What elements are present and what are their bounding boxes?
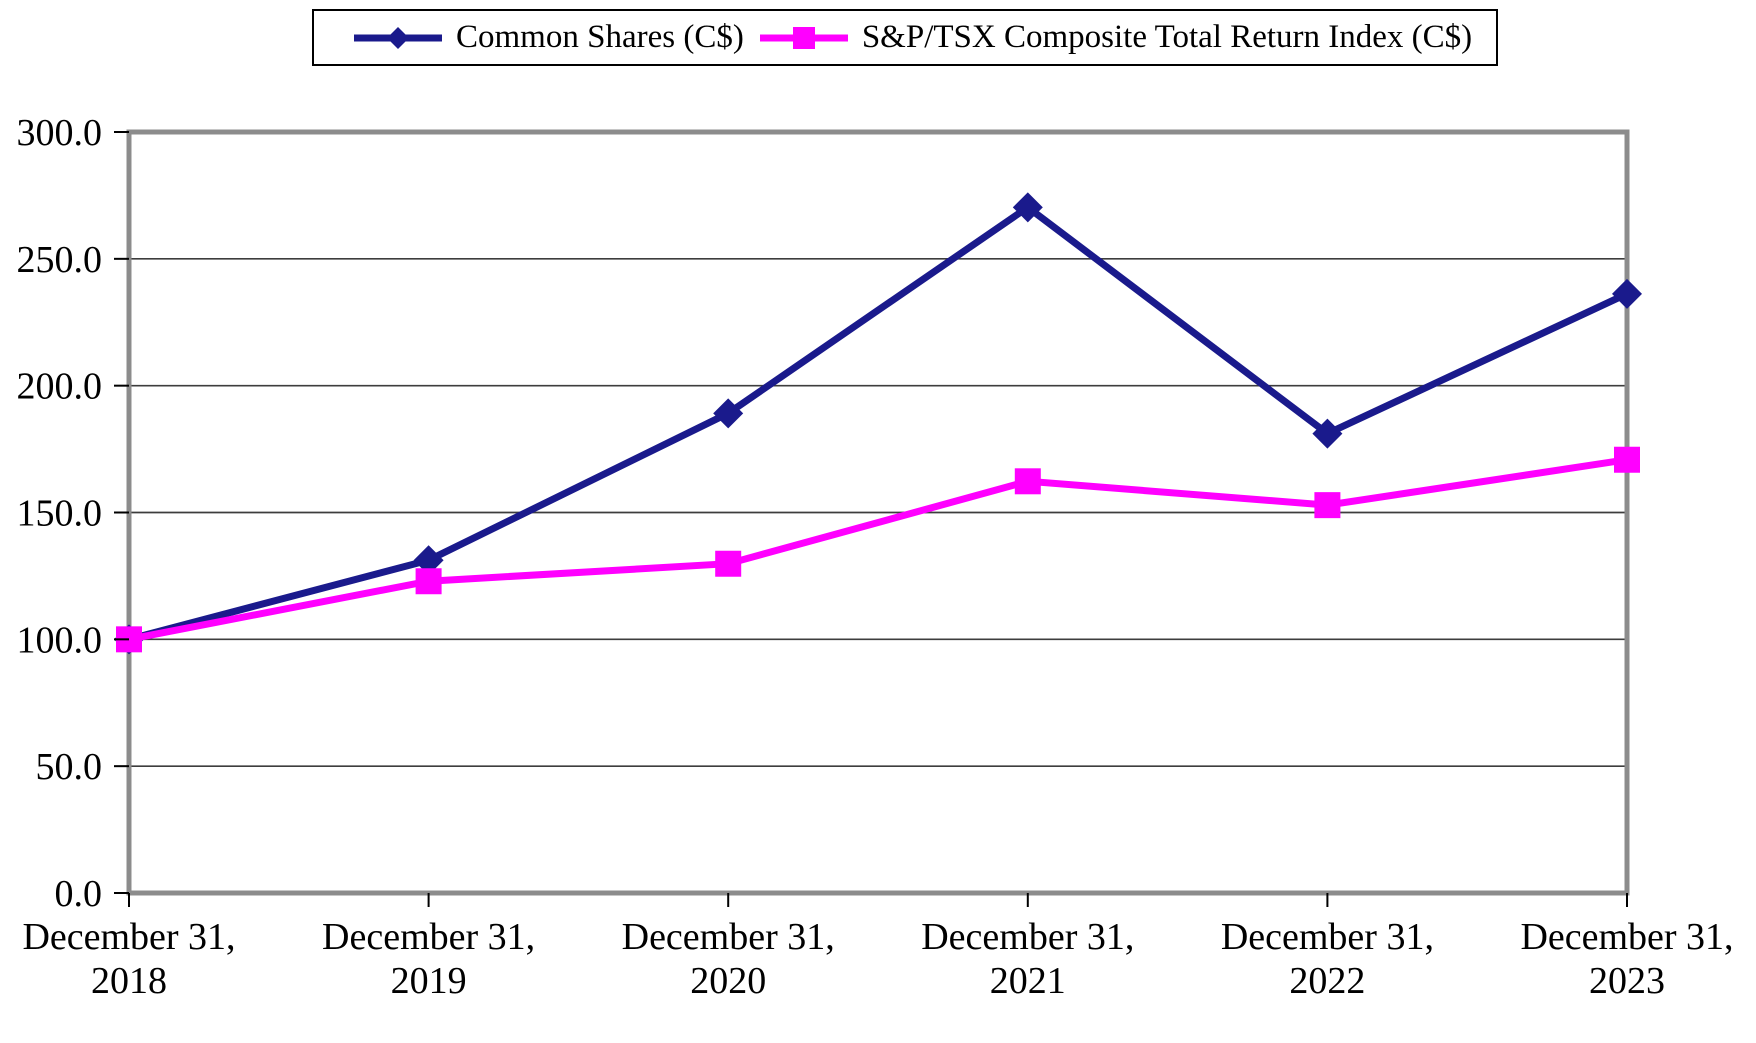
svg-text:2021: 2021 — [990, 960, 1066, 1002]
svg-text:100.0: 100.0 — [17, 619, 103, 661]
svg-text:December 31,: December 31, — [1221, 916, 1434, 958]
svg-text:2023: 2023 — [1589, 960, 1665, 1002]
svg-text:150.0: 150.0 — [17, 493, 103, 535]
gridlines — [129, 257, 1627, 768]
legend-item-tsx-index: S&P/TSX Composite Total Return Index (C$… — [758, 21, 1472, 54]
svg-text:2018: 2018 — [91, 960, 167, 1002]
svg-text:2019: 2019 — [391, 960, 467, 1002]
svg-text:0.0: 0.0 — [55, 873, 103, 915]
svg-text:December 31,: December 31, — [322, 916, 535, 958]
svg-text:2022: 2022 — [1289, 960, 1365, 1002]
svg-text:2020: 2020 — [690, 960, 766, 1002]
legend-line-square-icon — [759, 26, 848, 49]
series-common-shares — [114, 192, 1642, 655]
svg-text:December 31,: December 31, — [1520, 916, 1733, 958]
y-axis-labels: 0.0 50.0 100.0 150.0 200.0 250.0 300.0 — [17, 112, 129, 915]
legend-label-common-shares: Common Shares (C$) — [456, 19, 744, 55]
svg-text:200.0: 200.0 — [17, 366, 103, 408]
svg-text:300.0: 300.0 — [17, 112, 103, 154]
legend-item-common-shares: Common Shares (C$) — [352, 21, 744, 54]
chart-legend: Common Shares (C$) S&P/TSX Composite Tot… — [312, 9, 1499, 66]
series-tsx-index — [116, 446, 1640, 653]
legend-line-diamond-icon — [354, 26, 442, 49]
legend-label-tsx-index: S&P/TSX Composite Total Return Index (C$… — [861, 19, 1473, 55]
svg-text:December 31,: December 31, — [622, 916, 835, 958]
svg-text:50.0: 50.0 — [36, 746, 103, 788]
svg-text:December 31,: December 31, — [921, 916, 1134, 958]
svg-text:December 31,: December 31, — [22, 916, 235, 958]
svg-text:250.0: 250.0 — [17, 239, 103, 281]
